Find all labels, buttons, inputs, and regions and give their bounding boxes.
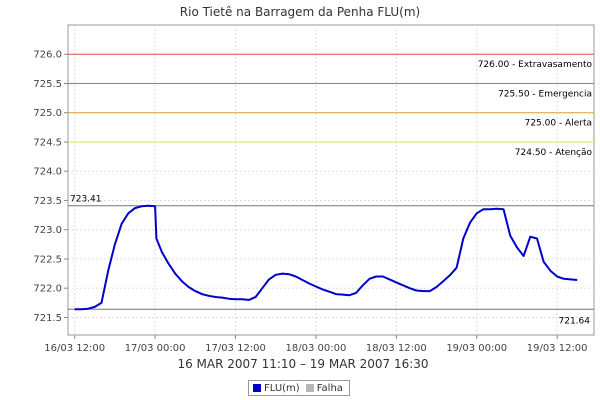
- threshold-lines: 726.00 - Extravasamento 725.50 - Emergenc…: [68, 53, 594, 158]
- series-line-flu: [74, 204, 578, 311]
- y-tick-label: 725.0: [33, 108, 62, 119]
- legend: FLU(m) Falha: [248, 380, 350, 396]
- legend-label-falha: Falha: [316, 382, 343, 394]
- legend-swatch-flu: [253, 384, 261, 392]
- x-tick-label: 19/03 00:00: [446, 343, 507, 354]
- plot-area: [67, 24, 595, 336]
- chart-title: Rio Tietê na Barragem da Penha FLU(m): [180, 5, 420, 19]
- threshold-label: 725.50 - Emergencia: [498, 89, 592, 99]
- x-tick-label: 16/03 12:00: [44, 343, 105, 354]
- y-tick-label: 723.5: [33, 196, 62, 207]
- y-tick-label: 723.0: [33, 225, 62, 236]
- max-reference-label: 723.41: [70, 195, 102, 205]
- x-tick-label: 17/03 12:00: [205, 343, 266, 354]
- legend-swatch-falha: [305, 384, 314, 392]
- threshold-label: 726.00 - Extravasamento: [478, 60, 593, 70]
- x-axis: 16/03 12:00 17/03 00:00 17/03 12:00 18/03 0…: [44, 335, 588, 354]
- legend-item-flu: FLU(m): [253, 383, 300, 394]
- y-axis: 721.5 722.0 722.5 723.0 723.5 724.0 724.5 725.0…: [33, 50, 68, 324]
- x-tick-label: 18/03 12:00: [366, 343, 427, 354]
- date-range-subtitle: 16 MAR 2007 11:10 – 19 MAR 2007 16:30: [177, 357, 428, 371]
- y-tick-label: 726.0: [33, 50, 62, 61]
- y-tick-label: 722.0: [33, 284, 62, 295]
- series-lines: [74, 204, 578, 311]
- legend-item-falha: Falha: [305, 382, 343, 394]
- threshold-label: 724.50 - Atenção: [515, 148, 593, 158]
- x-tick-label: 19/03 12:00: [527, 343, 588, 354]
- y-tick-label: 722.5: [33, 254, 62, 265]
- y-tick-label: 724.0: [33, 167, 62, 178]
- y-tick-label: 724.5: [33, 137, 62, 148]
- y-tick-label: 725.5: [33, 79, 62, 90]
- x-tick-label: 18/03 00:00: [286, 343, 347, 354]
- legend-label-flu: FLU(m): [264, 382, 300, 394]
- threshold-label: 725.00 - Alerta: [525, 119, 592, 129]
- x-tick-label: 17/03 00:00: [125, 343, 186, 354]
- y-tick-label: 721.5: [33, 313, 62, 324]
- min-reference-label: 721.64: [559, 316, 591, 326]
